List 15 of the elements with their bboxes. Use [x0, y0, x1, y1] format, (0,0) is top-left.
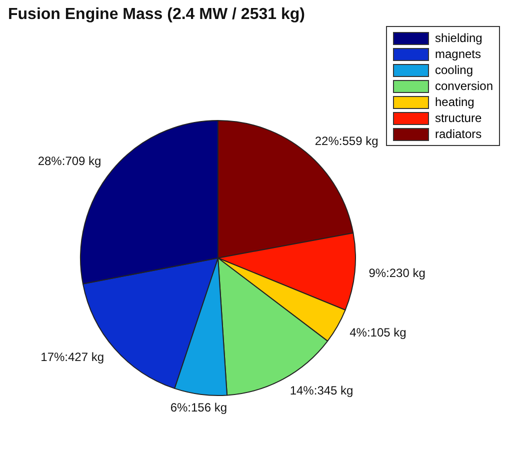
legend-label: conversion: [434, 79, 493, 93]
data-label: 6%:156 kg: [170, 400, 228, 415]
legend-label: structure: [434, 111, 482, 125]
legend-label: shielding: [434, 31, 482, 45]
legend-label: radiators: [434, 127, 482, 141]
data-label: 17%:427 kg: [40, 350, 104, 364]
legend-label: magnets: [434, 47, 481, 61]
legend-label: cooling: [434, 63, 473, 77]
data-label: 9%:230 kg: [368, 266, 426, 280]
legend-label: heating: [434, 95, 474, 109]
data-label: 4%:105 kg: [350, 325, 406, 340]
chart-title: Fusion Engine Mass (2.4 MW / 2531 kg): [8, 6, 305, 24]
data-label: 14%:345 kg: [290, 384, 354, 398]
data-label: 28%:709 kg: [38, 154, 102, 168]
data-label: 22%:559 kg: [314, 134, 378, 148]
